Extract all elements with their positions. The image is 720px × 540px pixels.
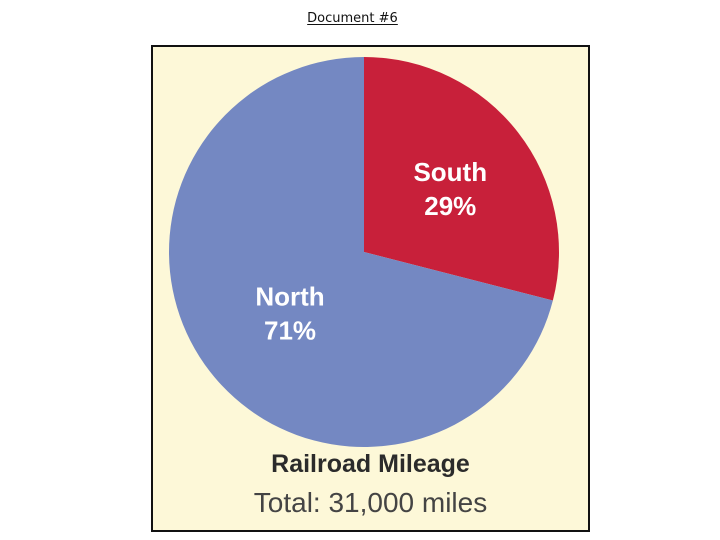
pie-chart: South 29% North 71% [169,57,559,447]
chart-title: Railroad Mileage [271,450,470,478]
pie-slice-south [364,57,559,301]
slice-value-north: 71% [264,315,316,345]
pie-slice-north [169,57,553,447]
chart-panel: South 29% North 71% Railroad Mileage Total:… [151,45,590,532]
document-title: Document #6 [307,11,398,26]
slice-value-south: 29% [424,191,476,221]
slice-label-north: North [255,281,324,311]
slice-label-south: South [413,157,487,187]
chart-subtitle: Total: 31,000 miles [253,487,488,518]
